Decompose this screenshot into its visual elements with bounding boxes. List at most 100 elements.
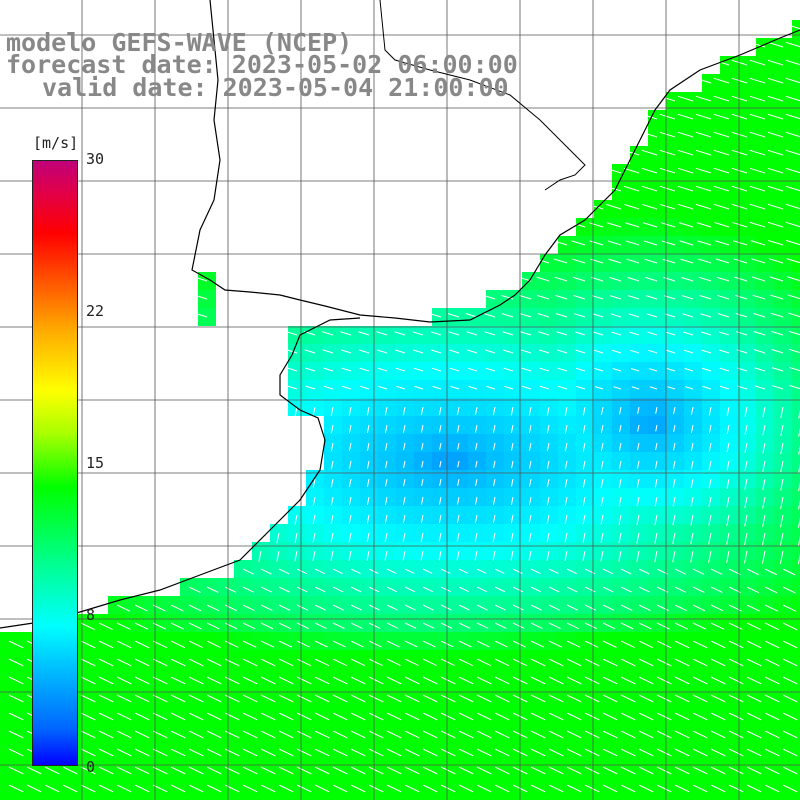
wind-cell — [126, 794, 144, 800]
wind-arrow — [242, 766, 258, 775]
wind-arrow — [732, 240, 748, 246]
wind-arrow — [368, 712, 384, 721]
wind-arrow — [278, 676, 294, 685]
wind-arrow — [312, 496, 316, 506]
wind-arrow — [609, 295, 622, 300]
wind-arrow — [600, 532, 604, 543]
wind-arrow — [286, 349, 298, 354]
wind-arrow — [403, 460, 406, 468]
wind-arrow — [641, 167, 658, 174]
wind-cell — [306, 794, 324, 800]
wind-arrow — [659, 95, 676, 102]
wind-arrow — [749, 149, 766, 156]
wind-arrow — [8, 766, 24, 775]
wind-arrow — [618, 460, 622, 470]
wind-arrow — [584, 640, 599, 648]
wind-cell — [792, 704, 800, 722]
wind-arrow — [556, 331, 568, 336]
coastline-south — [0, 317, 361, 629]
wind-arrow — [350, 784, 366, 793]
wind-arrow — [188, 604, 202, 612]
wind-arrow — [278, 784, 294, 793]
wind-arrow — [582, 442, 586, 452]
wind-arrow — [348, 550, 352, 561]
wind-arrow — [384, 514, 388, 524]
wind-arrow — [681, 295, 694, 300]
wind-arrow — [224, 730, 240, 739]
wind-arrow — [322, 331, 334, 336]
wind-arrow — [467, 367, 478, 372]
wind-arrow — [618, 478, 622, 488]
wind-arrow — [458, 784, 474, 793]
wind-arrow — [744, 478, 748, 490]
wind-arrow — [456, 532, 460, 542]
wind-arrow — [26, 784, 42, 793]
wind-arrow — [530, 694, 546, 703]
wind-arrow — [475, 442, 478, 450]
wind-arrow — [582, 424, 586, 434]
wind-arrow — [746, 622, 761, 631]
wind-arrow — [656, 694, 672, 703]
wind-cell — [324, 794, 342, 800]
wind-arrow — [188, 586, 201, 594]
wind-arrow — [440, 730, 456, 739]
wind-arrow — [623, 185, 640, 192]
wind-arrow — [402, 514, 406, 524]
wind-arrow — [566, 694, 582, 703]
wind-arrow — [553, 258, 568, 264]
wind-arrow — [780, 460, 784, 473]
wind-arrow — [386, 640, 400, 648]
wind-arrow — [224, 694, 240, 703]
wind-arrow — [636, 460, 640, 469]
wind-arrow — [330, 460, 334, 470]
wind-cell — [432, 794, 450, 800]
wind-arrow — [602, 730, 618, 739]
wind-arrow — [360, 385, 370, 390]
wind-arrow — [564, 406, 568, 417]
wind-cell — [738, 794, 756, 800]
wind-arrow — [692, 640, 708, 649]
wind-arrow — [438, 532, 442, 542]
wind-arrow — [695, 131, 712, 138]
wind-arrow — [788, 348, 800, 354]
wind-arrow — [457, 424, 460, 433]
wind-arrow — [602, 568, 614, 575]
wind-arrow — [767, 185, 784, 192]
wind-arrow — [439, 478, 442, 486]
wind-arrow — [98, 640, 114, 649]
wind-arrow — [638, 694, 654, 703]
wind-arrow — [296, 568, 308, 575]
wind-arrow — [620, 784, 636, 793]
wind-arrow — [466, 331, 478, 336]
wind-arrow — [584, 712, 600, 721]
wind-arrow — [384, 550, 388, 561]
wind-arrow — [188, 694, 204, 703]
wind-arrow — [242, 658, 258, 667]
wind-arrow — [744, 406, 748, 417]
wind-arrow — [348, 460, 352, 469]
wind-cell — [792, 200, 800, 218]
wind-arrow — [386, 676, 402, 685]
wind-arrow — [749, 203, 766, 210]
wind-arrow — [770, 312, 784, 318]
wind-arrow — [350, 712, 366, 721]
wind-arrow — [655, 406, 658, 414]
wind-arrow — [708, 460, 712, 470]
wind-arrow — [751, 258, 766, 264]
wind-arrow — [749, 41, 766, 48]
wind-arrow — [618, 532, 622, 544]
wind-arrow — [494, 676, 510, 685]
wind-arrow — [440, 676, 456, 685]
wind-arrow — [764, 658, 780, 667]
wind-arrow — [626, 258, 640, 264]
wind-arrow — [44, 784, 60, 793]
wind-arrow — [440, 586, 451, 593]
wind-arrow — [314, 766, 330, 775]
wind-arrow — [584, 784, 600, 793]
wind-arrow — [98, 766, 114, 775]
wind-arrow — [582, 496, 586, 506]
wind-cell — [792, 236, 800, 254]
wind-arrow — [305, 385, 316, 390]
wind-arrow — [458, 694, 474, 703]
wind-arrow — [312, 478, 316, 488]
